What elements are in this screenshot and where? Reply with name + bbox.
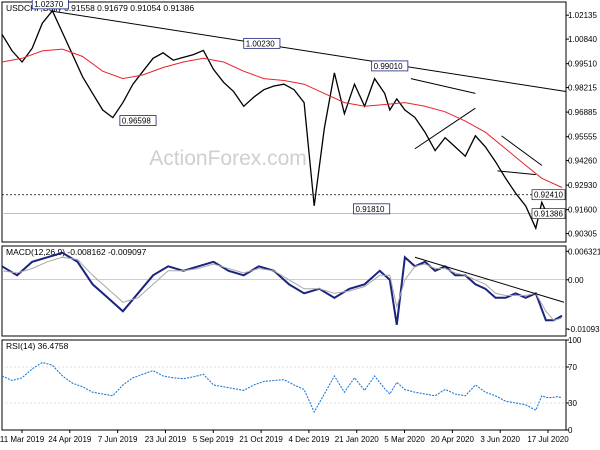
price-annotation-label-1: 0.96598: [122, 117, 151, 126]
panel-border-0: [1, 1, 567, 243]
ref-price-tag-box: [531, 189, 566, 201]
price-ytick-label-6: 0.94260: [568, 157, 597, 166]
price-annotation-box-2: [243, 37, 281, 49]
x-tick-label-0: 11 Mar 2019: [0, 435, 45, 444]
price-ytick-label-7: 0.92930: [568, 181, 597, 190]
price-panel: USDCHF,Daily 0.91558 0.91679 0.91054 0.9…: [1, 0, 567, 231]
price-ytick-label-9: 0.90305: [568, 230, 597, 239]
price-series-close: [1, 9, 562, 231]
trendline-wedge-top: [501, 135, 543, 166]
panel-border-1: [1, 245, 567, 337]
price-ytick-label-0: 1.02135: [568, 11, 597, 20]
price-annotation-box-1: [119, 115, 157, 126]
price-annotation-label-0: 1.02370: [34, 0, 63, 9]
price-annotation-box-3: [371, 60, 409, 72]
price-ytick-label-4: 0.96885: [568, 108, 597, 117]
x-tick-label-10: 3 Jun 2020: [480, 435, 520, 444]
x-tick-label-5: 21 Oct 2019: [239, 435, 283, 444]
macd-series-signal: [1, 256, 563, 321]
trendline-triangle-bottom: [414, 107, 476, 150]
macd-header: MACD(12,26,9) -0.008162 -0.009097: [6, 247, 147, 257]
axis-layer: 1.02135 1.00840 0.99510 0.98215 0.96885 0.955…: [0, 11, 600, 444]
rsi-ytick-label-2: 30: [568, 399, 577, 408]
rsi-panel: RSI(14) 36.4758: [1, 341, 566, 414]
rsi-ytick-label-1: 70: [568, 363, 577, 372]
price-header: USDCHF,Daily 0.91558 0.91679 0.91054 0.9…: [6, 3, 194, 13]
macd-ytick-label-0: 0.006321: [568, 247, 600, 256]
last-price-tag: 0.91386: [534, 210, 563, 219]
price-annotation-label-2: 1.00230: [246, 39, 275, 48]
macd-ytick-label-2: -0.010939: [568, 325, 600, 334]
price-series-ma: [1, 48, 563, 188]
x-tick-label-4: 5 Sep 2019: [193, 435, 234, 444]
rsi-ytick-label-0: 100: [568, 336, 582, 345]
watermark-text: ActionForex.com: [149, 147, 307, 170]
price-ytick-label-5: 0.95555: [568, 133, 597, 142]
price-ytick-label-3: 0.98215: [568, 84, 597, 93]
chart-frame: [1, 1, 567, 431]
x-tick-label-9: 20 Apr 2020: [431, 435, 475, 444]
x-tick-label-8: 5 Mar 2020: [384, 435, 425, 444]
macd-ytick-label-1: 0.00: [568, 276, 584, 285]
last-price-tag-box: [531, 208, 566, 219]
x-tick-label-6: 4 Dec 2019: [288, 435, 329, 444]
trendline-wedge-bottom: [497, 170, 536, 176]
watermark-layer: ActionForex.com: [149, 147, 307, 170]
macd-panel: MACD(12,26,9) -0.008162 -0.009097: [1, 247, 566, 325]
trendline-main: [50, 10, 567, 93]
price-annotation-label-4: 0.91810: [356, 205, 385, 214]
price-ytick-label-8: 0.91600: [568, 206, 597, 215]
macd-trendline: [414, 256, 565, 303]
price-ytick-label-1: 1.00840: [568, 35, 597, 44]
trendline-triangle-top: [410, 78, 476, 94]
price-annotation-box-0: [31, 0, 69, 10]
x-tick-label-7: 21 Jan 2020: [335, 435, 380, 444]
x-tick-label-3: 23 Jul 2019: [145, 435, 187, 444]
rsi-series-line: [1, 361, 563, 414]
x-tick-label-2: 7 Jun 2019: [98, 435, 138, 444]
macd-series-macd: [1, 251, 563, 325]
x-tick-label-1: 24 Apr 2019: [48, 435, 92, 444]
rsi-header: RSI(14) 36.4758: [6, 341, 69, 351]
price-ytick-label-2: 0.99510: [568, 60, 597, 69]
price-annotation-box-4: [353, 203, 391, 215]
price-annotation-label-3: 0.99010: [374, 62, 403, 71]
x-tick-label-11: 17 Jul 2020: [527, 435, 569, 444]
ref-price-tag: 0.92410: [534, 191, 563, 200]
panel-border-2: [1, 339, 567, 431]
rsi-ytick-label-3: 0: [568, 426, 573, 435]
